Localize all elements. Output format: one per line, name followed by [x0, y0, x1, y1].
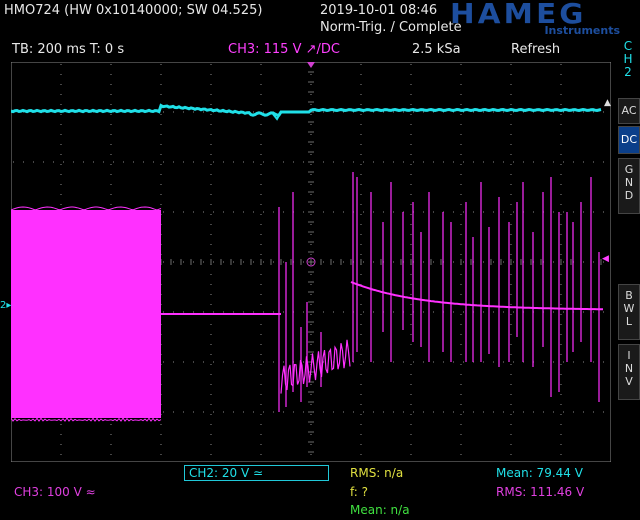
ch2-level-marker[interactable]: 2▸ — [0, 300, 12, 311]
brand-name: HAMEG — [450, 0, 587, 30]
ch2-scale-box[interactable]: CH2: 20 V ≃ — [184, 465, 329, 481]
rms-na-label: RMS: n/a — [350, 466, 404, 480]
brand-sub: Instruments — [544, 24, 620, 37]
ch3-waveform — [11, 172, 603, 422]
graticule — [11, 62, 604, 455]
channel-indicator: C H 2 — [620, 40, 636, 79]
channel-letter-2: 2 — [624, 65, 632, 79]
ch3-scale-label[interactable]: CH3: 100 V ≈ — [14, 485, 96, 499]
device-info: HMO724 (HW 0x10140000; SW 04.525) — [4, 3, 263, 18]
acquire-mode-label[interactable]: Refresh — [511, 42, 561, 57]
timebase-label[interactable]: TB: 200 ms T: 0 s — [12, 42, 125, 57]
bwl-letter-l: L — [625, 315, 633, 328]
brand-logo: HAMEG Instruments — [450, 0, 630, 38]
channel-letter-h: H — [623, 52, 633, 66]
coupling-dc-button[interactable]: DC — [618, 126, 640, 154]
scroll-up-arrow-icon[interactable]: ▲ — [604, 98, 611, 108]
ch3-rms-label: RMS: 111.46 V — [496, 485, 585, 499]
ch2-waveform — [11, 103, 602, 121]
bwl-letter-w: W — [623, 302, 635, 315]
invert-button[interactable]: I N V — [618, 344, 640, 400]
scope-screen[interactable] — [11, 62, 611, 462]
trigger-level-arrow-icon[interactable]: ◀ — [602, 254, 609, 264]
inv-letter-n: N — [624, 362, 634, 375]
bwl-button[interactable]: B W L — [618, 284, 640, 340]
ch2-mean-label: Mean: 79.44 V — [496, 466, 583, 480]
frequency-label: f: ? — [350, 485, 369, 499]
mean-na-label: Mean: n/a — [350, 503, 410, 517]
bwl-letter-b: B — [625, 289, 633, 302]
trigger-position-marker[interactable] — [306, 62, 316, 267]
channel-letter-c: C — [623, 39, 633, 53]
gnd-letter-d: D — [624, 189, 634, 202]
sample-rate-label: 2.5 kSa — [412, 42, 461, 57]
trigger-label[interactable]: CH3: 115 V ↗/DC — [228, 42, 340, 57]
gnd-letter-g: G — [624, 163, 634, 176]
gnd-letter-n: N — [624, 176, 634, 189]
inv-letter-i: I — [627, 349, 631, 362]
datetime: 2019-10-01 08:46 — [320, 3, 438, 18]
trigger-status: Norm-Trig. / Complete — [320, 20, 462, 35]
coupling-gnd-button[interactable]: G N D — [618, 158, 640, 214]
coupling-ac-button[interactable]: AC — [618, 98, 640, 124]
inv-letter-v: V — [625, 375, 633, 388]
